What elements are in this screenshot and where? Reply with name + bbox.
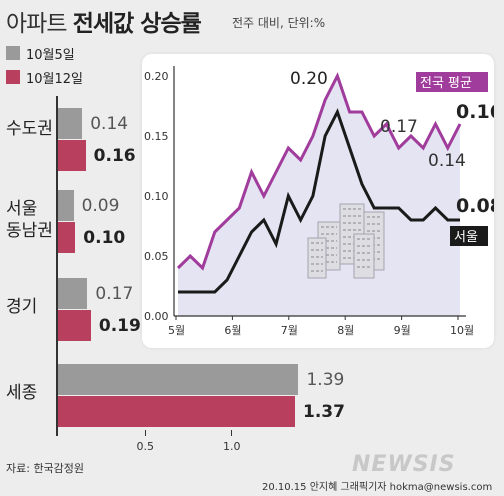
- credit-line: 20.10.15 안지혜 그래픽기자 hokma@newsis.com: [262, 482, 493, 493]
- legend-item-prev: 10월5일: [6, 44, 75, 63]
- bar-category-label: 동남권: [6, 221, 53, 241]
- bar-category-label: 서울: [6, 199, 38, 219]
- bar-category-label: 경기: [6, 297, 38, 317]
- apartment-buildings-icon: [307, 203, 385, 279]
- bar-value-label: 0.19: [98, 316, 141, 336]
- value-label: 0.16: [456, 101, 494, 123]
- chart-title: 아파트 전세값 상승률: [6, 4, 202, 38]
- bar-value-label: 1.39: [306, 370, 345, 390]
- bar-axis-line: [56, 96, 58, 436]
- national-area-fill: [178, 76, 460, 316]
- bar-curr: [58, 222, 76, 253]
- bar-curr: [58, 310, 91, 341]
- x-tick-label: 8월: [337, 324, 354, 337]
- line-chart: 0.00 0.05 0.10 0.15 0.20 5월 6월 7월 8월 9월 10월 0.20 0.1…: [144, 66, 503, 337]
- x-tick-label: 10월: [450, 324, 474, 337]
- seoul-line: [178, 108, 460, 294]
- bar-value-label: 0.16: [93, 146, 136, 166]
- bar-value-label: 0.10: [83, 228, 126, 248]
- value-label: 0.17: [380, 117, 418, 137]
- bar-axis-tick-mark: [231, 430, 232, 436]
- newsis-logo: NEWSIS: [352, 452, 456, 477]
- bar-curr: [58, 396, 295, 427]
- legend-swatch-curr: [6, 70, 20, 84]
- value-label: 0.08: [456, 195, 494, 217]
- bar-category-label: 세종: [6, 383, 38, 403]
- value-label: 0.14: [428, 151, 466, 171]
- legend-label-prev: 10월5일: [26, 47, 75, 63]
- bar-prev: [58, 108, 83, 139]
- bar-axis-tick-label: 1.0: [223, 440, 241, 453]
- bar-axis-tick-label: 0.5: [136, 440, 155, 453]
- peak-value-label: 0.20: [290, 69, 328, 89]
- bar-prev: [58, 190, 74, 221]
- chart-subtitle: 전주 대비, 단위:%: [232, 16, 326, 30]
- bar-value-label: 0.09: [81, 196, 120, 216]
- bar-prev: [58, 278, 88, 309]
- bar-value-label: 0.14: [90, 114, 129, 134]
- bar-value-label: 0.17: [95, 284, 134, 304]
- bar-curr: [58, 140, 86, 171]
- x-tick-label: 6월: [224, 324, 241, 337]
- national-series-tag: [416, 72, 488, 92]
- x-tick-label: 7월: [281, 324, 298, 337]
- bar-category-label: 수도권: [6, 119, 53, 139]
- source-note: 자료: 한국감정원: [6, 462, 85, 475]
- y-tick-label: 0.15: [144, 130, 169, 143]
- bar-axis-tick-mark: [144, 430, 146, 436]
- legend-item-curr: 10월12일: [6, 68, 84, 87]
- x-tick-label: 5월: [168, 324, 185, 337]
- y-tick-label: 0.00: [144, 310, 169, 323]
- y-tick-label: 0.10: [144, 190, 169, 203]
- national-series-label: 전국 평균: [420, 76, 472, 91]
- bar-prev: [58, 364, 299, 395]
- seoul-series-tag: [450, 226, 488, 246]
- legend-label-curr: 10월12일: [26, 71, 84, 87]
- line-chart-panel: 0.00 0.05 0.10 0.15 0.20 5월 6월 7월 8월 9월 10월 0.20 0.1…: [142, 54, 503, 348]
- y-tick-label: 0.20: [144, 70, 169, 83]
- bar-value-label: 1.37: [303, 402, 345, 422]
- seoul-series-label: 서울: [454, 230, 478, 245]
- x-tick-label: 9월: [394, 324, 411, 337]
- title-plain: 아파트: [6, 11, 67, 37]
- title-bold: 전세값 상승률: [72, 11, 202, 37]
- legend-swatch-prev: [6, 46, 20, 60]
- y-tick-label: 0.05: [144, 250, 169, 263]
- national-average-line: [176, 72, 462, 271]
